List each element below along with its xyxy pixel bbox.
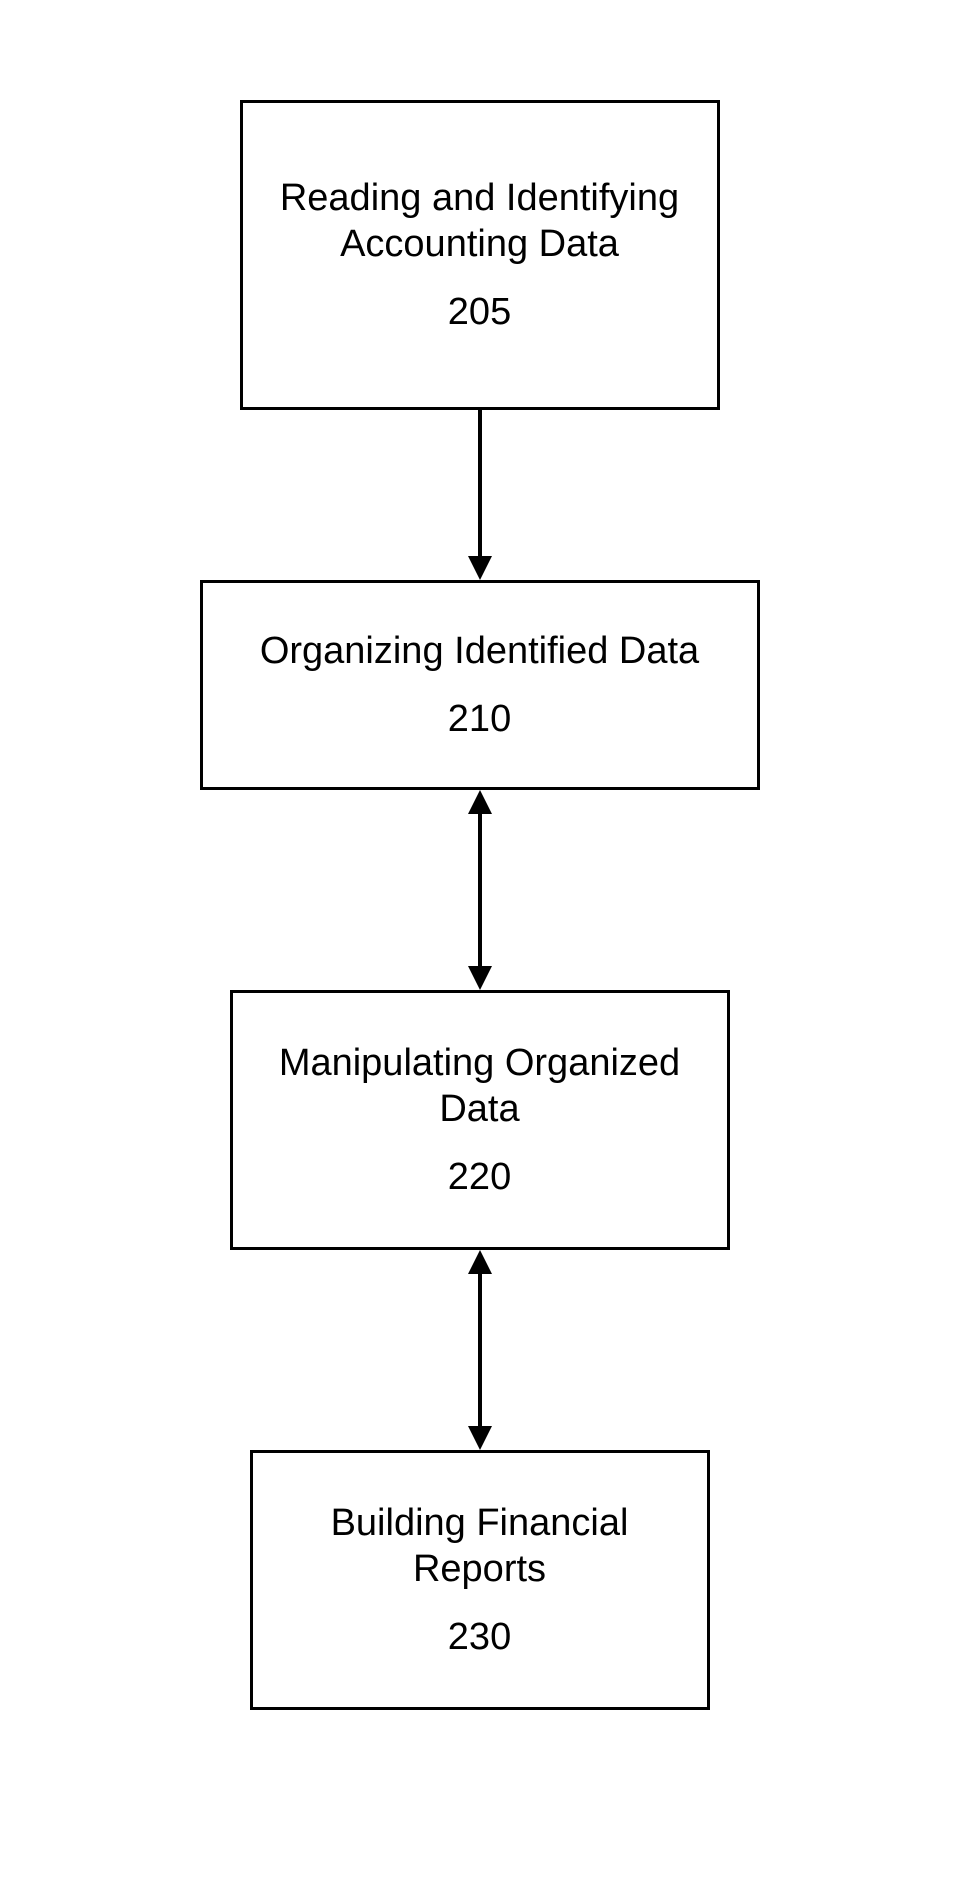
node-number: 220 (448, 1156, 511, 1199)
arrow-down-icon (468, 556, 492, 580)
arrow-up-icon (468, 1250, 492, 1274)
node-title: Organizing Identified Data (260, 629, 699, 675)
node-title: Manipulating Organized Data (263, 1041, 697, 1132)
node-organizing: Organizing Identified Data 210 (200, 580, 760, 790)
arrow-line (478, 1274, 482, 1426)
node-number: 230 (448, 1616, 511, 1659)
node-number: 205 (448, 291, 511, 334)
arrow-down-icon (468, 966, 492, 990)
node-manipulating: Manipulating Organized Data 220 (230, 990, 730, 1250)
node-reading-identifying: Reading and Identifying Accounting Data … (240, 100, 720, 410)
arrow-line (478, 814, 482, 966)
connector-2 (468, 1250, 492, 1450)
node-title: Building Financial Reports (283, 1501, 677, 1592)
arrow-down-icon (468, 1426, 492, 1450)
connector-1 (468, 790, 492, 990)
node-number: 210 (448, 698, 511, 741)
arrow-line (478, 410, 482, 556)
node-building-reports: Building Financial Reports 230 (250, 1450, 710, 1710)
connector-0 (468, 410, 492, 580)
arrow-up-icon (468, 790, 492, 814)
flowchart-container: Reading and Identifying Accounting Data … (200, 100, 760, 1710)
node-title: Reading and Identifying Accounting Data (273, 176, 687, 267)
